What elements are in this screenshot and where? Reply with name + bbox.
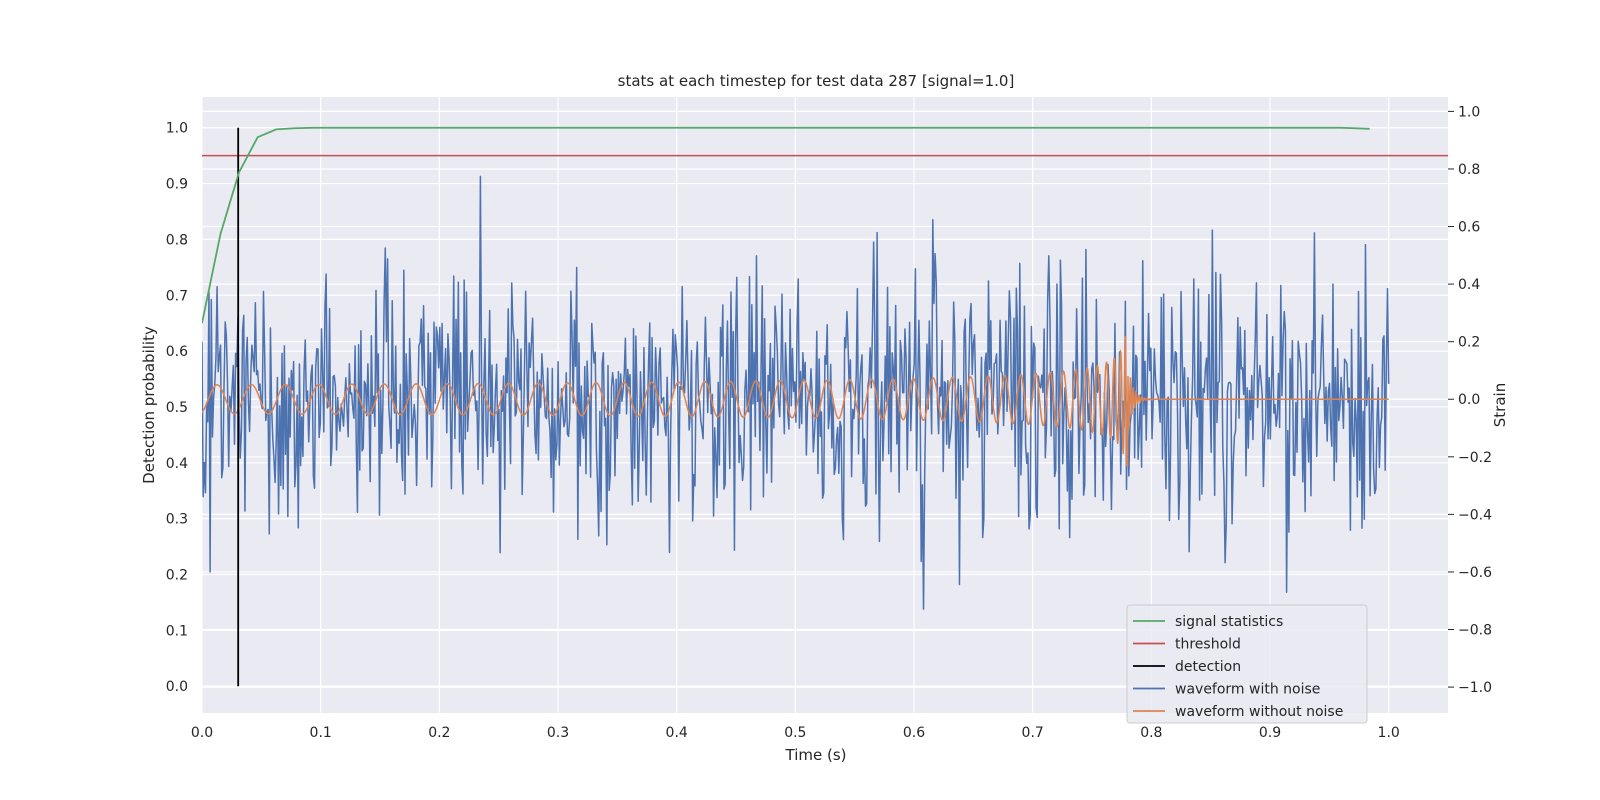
legend: signal statistics threshold detection wavef… <box>1126 604 1368 724</box>
signal-statistics-line <box>202 126 1370 324</box>
left-y-tick-label: 0.2 <box>166 567 188 583</box>
left-y-axis-title: Detection probability <box>140 326 158 484</box>
right-y-tick-label: 0.6 <box>1458 220 1480 236</box>
left-y-tick-label: 0.6 <box>166 344 188 360</box>
right-y-axis-title: Strain <box>1491 383 1509 427</box>
legend-box <box>1126 604 1368 724</box>
right-y-tick-label: −1.0 <box>1458 680 1492 696</box>
x-axis-ticks: 0.0 0.1 0.2 0.3 0.4 0.5 0.6 0.7 0.8 0.9 1.0 <box>191 725 1400 741</box>
legend-item-waveform-with-noise: waveform with noise <box>1133 682 1320 698</box>
series-group <box>202 126 1448 687</box>
right-y-tick-label: −0.2 <box>1458 450 1492 466</box>
left-y-tick-label: 0.3 <box>166 512 188 528</box>
chart-title: stats at each timestep for test data 287… <box>618 72 1015 90</box>
legend-item-waveform-without-noise: waveform without noise <box>1133 704 1343 720</box>
waveform-without-noise-line <box>202 335 1389 467</box>
left-y-tick-label: 0.0 <box>166 679 188 695</box>
legend-label: detection <box>1175 659 1241 675</box>
right-y-tick-label: −0.4 <box>1458 507 1492 523</box>
right-y-tick-label: 1.0 <box>1458 104 1480 120</box>
x-tick-label: 0.7 <box>1022 725 1044 741</box>
right-y-tick-label: 0.0 <box>1458 392 1480 408</box>
left-y-tick-label: 0.5 <box>166 400 188 416</box>
right-y-tick-label: 0.4 <box>1458 277 1480 293</box>
x-tick-label: 0.4 <box>666 725 688 741</box>
left-y-tick-label: 0.8 <box>166 232 188 248</box>
x-tick-label: 0.2 <box>428 725 450 741</box>
x-tick-label: 1.0 <box>1378 725 1400 741</box>
x-tick-label: 0.5 <box>784 725 806 741</box>
right-y-tick-label: −0.6 <box>1458 565 1492 581</box>
right-y-tick-label: 0.8 <box>1458 162 1480 178</box>
left-y-tick-label: 0.7 <box>166 288 188 304</box>
x-tick-label: 0.8 <box>1140 725 1162 741</box>
legend-label: signal statistics <box>1175 614 1283 630</box>
left-y-tick-label: 0.4 <box>166 456 188 472</box>
right-y-axis-ticks: −1.0 −0.8 −0.6 −0.4 −0.2 0.0 0.2 0.4 0.6 0.8 1.0 <box>1448 104 1492 696</box>
legend-label: waveform with noise <box>1175 682 1320 698</box>
plot-area <box>202 126 1448 687</box>
left-y-tick-label: 0.1 <box>166 623 188 639</box>
x-tick-label: 0.3 <box>547 725 569 741</box>
legend-item-signal-statistics: signal statistics <box>1133 614 1283 630</box>
right-y-tick-label: −0.8 <box>1458 623 1492 639</box>
x-tick-label: 0.9 <box>1259 725 1281 741</box>
x-tick-label: 0.0 <box>191 725 213 741</box>
x-tick-label: 0.6 <box>903 725 925 741</box>
legend-label: waveform without noise <box>1175 704 1343 720</box>
legend-item-detection: detection <box>1133 659 1241 675</box>
left-y-tick-label: 1.0 <box>166 121 188 137</box>
legend-label: threshold <box>1175 637 1241 653</box>
left-y-axis-ticks: 0.0 0.1 0.2 0.3 0.4 0.5 0.6 0.7 0.8 0.9 1.0 <box>166 121 188 695</box>
legend-item-threshold: threshold <box>1133 637 1241 653</box>
x-tick-label: 0.1 <box>310 725 332 741</box>
right-y-tick-label: 0.2 <box>1458 335 1480 351</box>
x-axis-title: Time (s) <box>785 746 847 764</box>
left-y-tick-label: 0.9 <box>166 177 188 193</box>
